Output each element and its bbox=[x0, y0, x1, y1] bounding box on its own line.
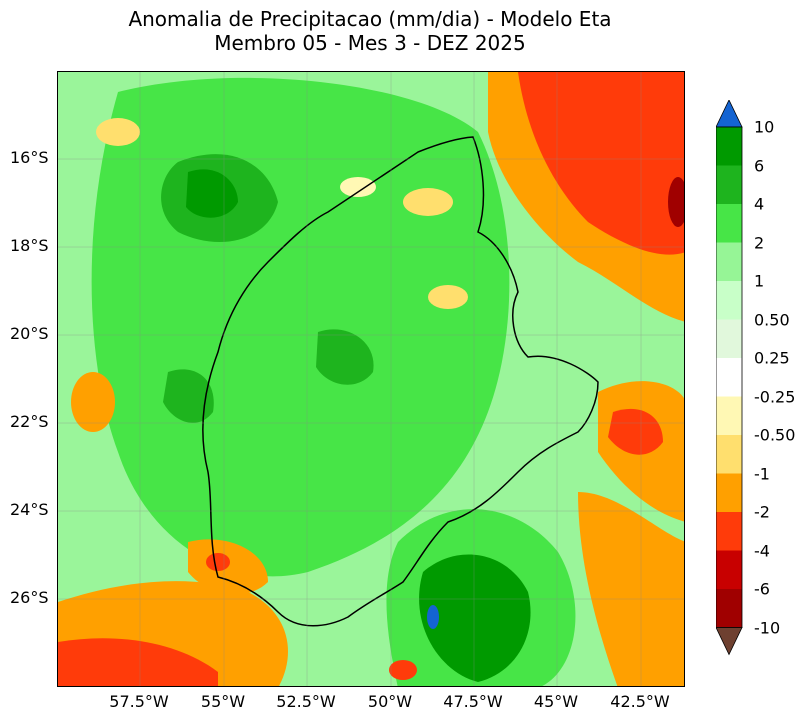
region-negative-ne-core bbox=[518, 72, 684, 255]
region-negative-s-spot bbox=[389, 660, 417, 680]
colorbar-over-triangle bbox=[716, 100, 743, 128]
lon-tick-label: 52.5°W bbox=[276, 692, 336, 711]
colorbar-segment bbox=[716, 242, 742, 281]
region-light-negative-c bbox=[428, 285, 468, 309]
lat-tick-label: 24°S bbox=[10, 500, 49, 519]
colorbar-tick-label: 0.50 bbox=[754, 310, 790, 329]
region-negative-sw-spot bbox=[206, 553, 230, 571]
region-positive-interior-core bbox=[316, 329, 374, 385]
colorbar-tick-label: 1 bbox=[754, 271, 765, 291]
colorbar-segment bbox=[716, 396, 742, 435]
colorbar-segment bbox=[716, 127, 742, 166]
colorbar-segment bbox=[716, 512, 742, 551]
colorbar-tick-label: -0.50 bbox=[754, 425, 796, 445]
map-panel bbox=[57, 71, 685, 687]
colorbar-tick-label: -10 bbox=[754, 618, 781, 637]
region-light-negative-nw bbox=[96, 118, 140, 146]
title-line-1: Anomalia de Precipitacao (mm/dia) - Mode… bbox=[128, 7, 612, 31]
region-light-negative-n bbox=[403, 188, 453, 216]
lat-tick-label: 16°S bbox=[10, 148, 49, 167]
colorbar-tick-label: 6 bbox=[754, 156, 765, 175]
colorbar-tick-label: 2 bbox=[754, 233, 765, 252]
region-negative-ne-extreme bbox=[668, 177, 684, 227]
gridlines bbox=[58, 72, 684, 686]
colorbar-under-triangle bbox=[716, 627, 743, 656]
colorbar-tick-label: -0.25 bbox=[754, 387, 796, 406]
colorbar-segment bbox=[716, 281, 742, 320]
region-negative-w bbox=[71, 372, 115, 432]
anomaly-field bbox=[58, 72, 684, 686]
colorbar-tick-label: -6 bbox=[754, 579, 770, 599]
lon-tick-label: 57.5°W bbox=[109, 692, 169, 711]
region-negative-se-core bbox=[608, 408, 663, 455]
lat-tick-label: 22°S bbox=[10, 412, 49, 431]
lon-tick-label: 45°W bbox=[533, 692, 579, 711]
lon-tick-label: 42.5°W bbox=[610, 692, 670, 711]
title-line-2: Membro 05 - Mes 3 - DEZ 2025 bbox=[214, 31, 526, 55]
colorbar-tick-label: 4 bbox=[754, 194, 765, 214]
colorbar-segment bbox=[716, 550, 742, 589]
colorbar-segment bbox=[716, 435, 742, 474]
colorbar-segment bbox=[716, 358, 742, 397]
colorbar bbox=[716, 100, 743, 656]
colorbar-tick-label: -2 bbox=[754, 502, 770, 522]
region-positive-core-nw-inner bbox=[186, 169, 238, 218]
lat-tick-label: 20°S bbox=[10, 324, 49, 343]
region-extreme-positive-spot bbox=[427, 605, 439, 629]
colorbar-segment bbox=[716, 165, 742, 204]
colorbar-tick-label: 0.25 bbox=[754, 348, 790, 368]
colorbar-tick-label: -4 bbox=[754, 541, 770, 560]
colorbar-segment bbox=[716, 589, 742, 628]
state-boundary bbox=[202, 136, 599, 627]
colorbar-segment bbox=[716, 473, 742, 512]
colorbar-tick-label: 10 bbox=[754, 117, 775, 137]
lon-tick-label: 50°W bbox=[367, 692, 413, 711]
lon-tick-label: 55°W bbox=[200, 692, 246, 711]
lon-tick-label: 47.5°W bbox=[443, 692, 503, 711]
region-negative-se-coast bbox=[578, 492, 684, 686]
map-title: Anomalia de Precipitacao (mm/dia) - Mode… bbox=[0, 7, 740, 55]
region-light-negative-n2 bbox=[340, 177, 376, 197]
colorbar-segment bbox=[716, 319, 742, 358]
region-positive-west-core bbox=[163, 369, 214, 423]
lat-tick-label: 18°S bbox=[10, 236, 49, 255]
region-negative-sw-core bbox=[58, 638, 218, 686]
lat-tick-label: 26°S bbox=[10, 588, 49, 607]
colorbar-tick-label: -1 bbox=[754, 464, 770, 483]
region-positive-se-core bbox=[419, 554, 531, 682]
colorbar-segment bbox=[716, 204, 742, 243]
